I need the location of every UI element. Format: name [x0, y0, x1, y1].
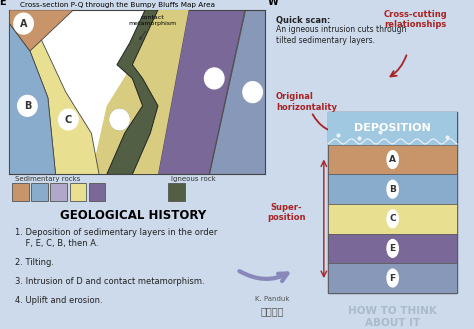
Polygon shape — [9, 10, 73, 51]
Text: DEPOSITION: DEPOSITION — [354, 123, 431, 133]
Polygon shape — [7, 10, 99, 174]
Text: E: E — [211, 73, 218, 84]
Text: Quick scan:: Quick scan: — [276, 16, 330, 25]
Circle shape — [387, 269, 398, 287]
Bar — [328, 234, 457, 263]
Text: An igneous intrusion cuts through
tilted sedimentary layers.: An igneous intrusion cuts through tilted… — [276, 25, 406, 45]
Circle shape — [59, 109, 78, 130]
Bar — [328, 204, 457, 234]
Circle shape — [18, 95, 37, 116]
Text: D: D — [116, 114, 124, 125]
Bar — [31, 183, 48, 201]
Bar — [168, 183, 185, 201]
Circle shape — [110, 109, 129, 130]
Circle shape — [243, 82, 263, 103]
Text: E: E — [0, 0, 6, 7]
Text: Igneous rock: Igneous rock — [172, 176, 216, 182]
Text: 1. Deposition of sedimentary layers in the order
    F, E, C, B, then A.: 1. Deposition of sedimentary layers in t… — [15, 228, 218, 248]
Bar — [89, 183, 106, 201]
Bar — [328, 112, 457, 145]
Text: Sedimentary rocks: Sedimentary rocks — [15, 176, 81, 182]
Text: Super-
position: Super- position — [267, 203, 306, 222]
Text: 3. Intrusion of D and contact metamorphism.: 3. Intrusion of D and contact metamorphi… — [15, 277, 205, 286]
Circle shape — [204, 68, 224, 89]
Text: 2. Tilting.: 2. Tilting. — [15, 258, 54, 266]
Text: Original
horizontality: Original horizontality — [276, 92, 337, 112]
Text: Cross-cutting
relationships: Cross-cutting relationships — [384, 10, 447, 29]
Circle shape — [387, 180, 398, 198]
Text: HOW TO THINK
ABOUT IT: HOW TO THINK ABOUT IT — [348, 306, 437, 328]
Bar — [12, 183, 28, 201]
Circle shape — [387, 210, 398, 228]
Polygon shape — [209, 10, 265, 174]
Text: E: E — [390, 244, 396, 253]
Text: F: F — [390, 273, 396, 283]
Text: W: W — [268, 0, 279, 7]
Polygon shape — [91, 10, 189, 174]
Text: Ⓒⓘⓢⓐ: Ⓒⓘⓢⓐ — [261, 306, 284, 316]
Text: Cross-section P-Q through the Bumpy Bluffs Map Area: Cross-section P-Q through the Bumpy Bluf… — [20, 2, 215, 8]
Text: D: D — [116, 114, 124, 125]
Text: A: A — [20, 18, 27, 29]
Circle shape — [387, 151, 398, 168]
Text: B: B — [24, 101, 31, 111]
Text: 4. Uplift and erosion.: 4. Uplift and erosion. — [15, 296, 102, 306]
FancyBboxPatch shape — [328, 112, 457, 293]
Bar — [50, 183, 67, 201]
Bar — [70, 183, 86, 201]
Text: A: A — [389, 155, 396, 164]
Polygon shape — [158, 10, 245, 174]
Text: C: C — [65, 114, 72, 125]
Circle shape — [14, 13, 33, 34]
Polygon shape — [9, 24, 55, 174]
Bar — [328, 174, 457, 204]
Text: F: F — [249, 87, 256, 97]
Text: C: C — [389, 214, 396, 223]
Bar — [328, 145, 457, 174]
Polygon shape — [107, 10, 158, 174]
Text: GEOLOGICAL HISTORY: GEOLOGICAL HISTORY — [60, 209, 206, 222]
Circle shape — [387, 240, 398, 257]
Text: contact
metamorphism: contact metamorphism — [129, 15, 177, 39]
Text: B: B — [389, 185, 396, 194]
Text: K. Panduk: K. Panduk — [255, 296, 290, 302]
Circle shape — [110, 109, 129, 130]
Bar — [328, 263, 457, 293]
